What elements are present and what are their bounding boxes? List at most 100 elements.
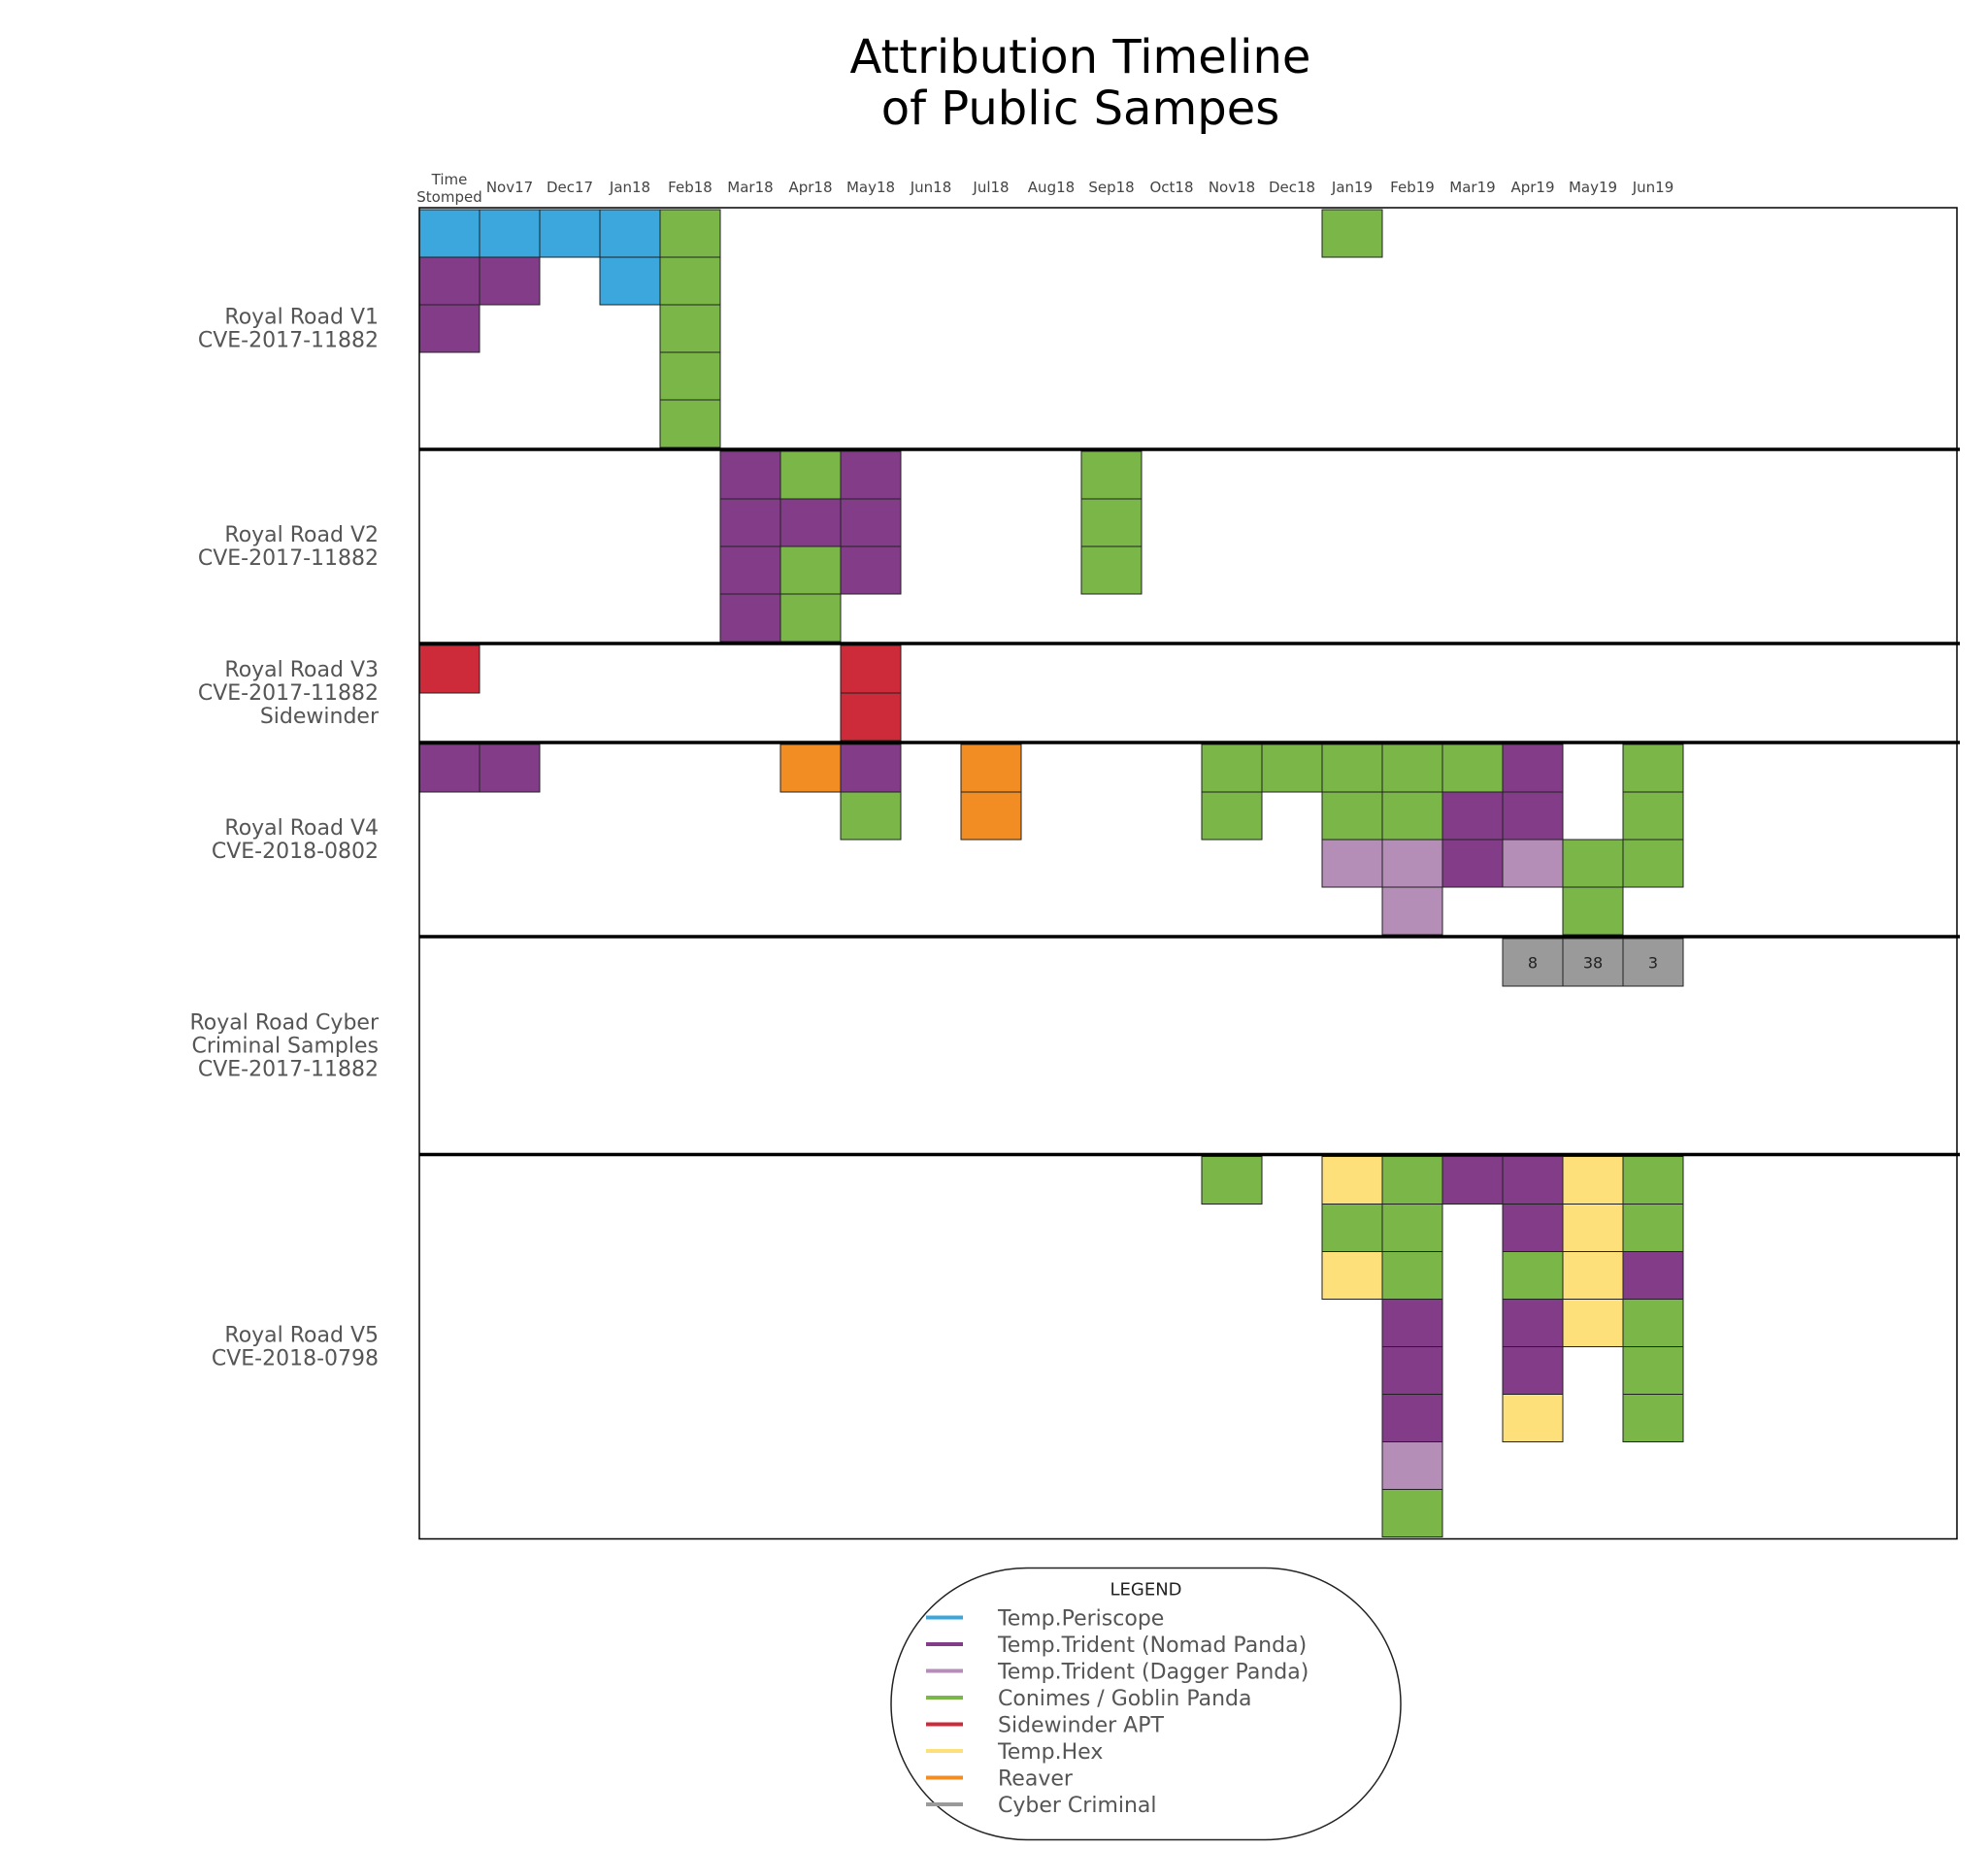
attribution-cell	[1201, 743, 1263, 793]
attribution-cell	[479, 209, 541, 258]
attribution-cell	[1381, 1394, 1443, 1442]
column-label: May18	[846, 179, 895, 196]
attribution-cell	[719, 593, 781, 643]
attribution-cell	[1381, 1299, 1443, 1347]
attribution-cell	[1502, 1251, 1564, 1300]
attribution-cell	[1201, 1156, 1263, 1205]
column-label: Jul18	[972, 179, 1009, 196]
row-label: CVE-2017-11882	[198, 1057, 379, 1081]
attribution-cell	[1321, 209, 1383, 258]
attribution-cell	[1441, 791, 1504, 841]
attribution-cell	[840, 692, 902, 742]
attribution-cell	[840, 644, 902, 694]
legend-entry-label: Temp.Trident (Dagger Panda)	[997, 1661, 1309, 1685]
attribution-cell	[1381, 1346, 1443, 1395]
attribution-cell	[1381, 791, 1443, 841]
attribution-cell	[1080, 450, 1143, 500]
column-label: Sep18	[1088, 179, 1134, 196]
sample-count-label: 38	[1583, 954, 1603, 973]
attribution-cell	[1321, 791, 1383, 841]
attribution-cell	[1622, 743, 1684, 793]
attribution-cell	[1201, 791, 1263, 841]
attribution-cell	[418, 256, 480, 306]
row-label: CVE-2017-11882	[198, 546, 379, 571]
attribution-cell	[1622, 1299, 1684, 1347]
attribution-cell	[1622, 1251, 1684, 1300]
attribution-cell	[479, 743, 541, 793]
legend-title: LEGEND	[1110, 1580, 1181, 1601]
attribution-cell	[1502, 1394, 1564, 1442]
attribution-cell	[1381, 1156, 1443, 1205]
legend-entry-label: Temp.Hex	[997, 1740, 1103, 1765]
legend-entry-label: Temp.Trident (Nomad Panda)	[997, 1634, 1307, 1658]
attribution-cell	[719, 545, 781, 595]
legend-entry-label: Reaver	[998, 1767, 1074, 1792]
row-label: CVE-2017-11882	[198, 681, 379, 706]
attribution-cell	[840, 498, 902, 547]
attribution-cell	[719, 498, 781, 547]
sample-count-label: 3	[1648, 954, 1658, 973]
attribution-cell	[1562, 1299, 1624, 1347]
attribution-cell	[1502, 938, 1564, 987]
attribution-cell	[418, 209, 480, 258]
column-label: Nov17	[486, 179, 533, 196]
legend-entry-label: Sidewinder APT	[998, 1714, 1164, 1738]
attribution-cell	[1080, 498, 1143, 547]
row-label: CVE-2018-0798	[212, 1347, 379, 1371]
attribution-cell	[1381, 839, 1443, 888]
attribution-cell	[1321, 839, 1383, 888]
attribution-cell	[1622, 791, 1684, 841]
column-label: Mar19	[1449, 179, 1495, 196]
legend-entry-label: Cyber Criminal	[998, 1794, 1157, 1818]
plot-border	[418, 207, 1958, 1540]
attribution-cell	[418, 743, 480, 793]
row-label: Royal Road V1	[224, 306, 379, 330]
attribution-cell	[779, 450, 842, 500]
attribution-cell	[1321, 1204, 1383, 1252]
attribution-cell	[1502, 1346, 1564, 1395]
attribution-cell	[840, 743, 902, 793]
attribution-cell	[1381, 1204, 1443, 1252]
attribution-cell	[779, 545, 842, 595]
legend-entry-label: Conimes / Goblin Panda	[998, 1687, 1252, 1711]
row-label: Criminal Samples	[191, 1034, 379, 1058]
column-label: Jan18	[609, 179, 650, 196]
attribution-cell	[599, 209, 661, 258]
attribution-cell	[1622, 839, 1684, 888]
attribution-cell	[1381, 1489, 1443, 1537]
attribution-cell	[1502, 1299, 1564, 1347]
attribution-cell	[539, 209, 601, 258]
attribution-cell	[1321, 1156, 1383, 1205]
attribution-cell	[659, 304, 721, 353]
attribution-cell	[960, 743, 1022, 793]
attribution-cell	[1502, 839, 1564, 888]
attribution-cell	[840, 450, 902, 500]
column-label: May19	[1569, 179, 1617, 196]
attribution-cell	[840, 791, 902, 841]
row-label: Sidewinder	[260, 705, 380, 729]
attribution-cell	[1502, 791, 1564, 841]
attribution-cell	[1562, 839, 1624, 888]
attribution-cell	[719, 450, 781, 500]
attribution-cell	[659, 351, 721, 401]
attribution-cell	[779, 593, 842, 643]
attribution-cell	[1321, 1251, 1383, 1300]
column-label: Dec18	[1269, 179, 1315, 196]
attribution-cell	[1441, 1156, 1504, 1205]
column-label: Feb18	[668, 179, 712, 196]
column-label-time-stomped: Time	[431, 171, 468, 188]
row-label: Royal Road Cyber	[190, 1010, 380, 1035]
column-label: Jun19	[1632, 179, 1674, 196]
attribution-cell	[1622, 1204, 1684, 1252]
attribution-cell	[1622, 938, 1684, 987]
attribution-cell	[1502, 743, 1564, 793]
attribution-cell	[960, 791, 1022, 841]
attribution-cell	[1502, 1204, 1564, 1252]
column-label: Feb19	[1390, 179, 1435, 196]
attribution-cell	[779, 498, 842, 547]
column-label: Dec17	[547, 179, 593, 196]
